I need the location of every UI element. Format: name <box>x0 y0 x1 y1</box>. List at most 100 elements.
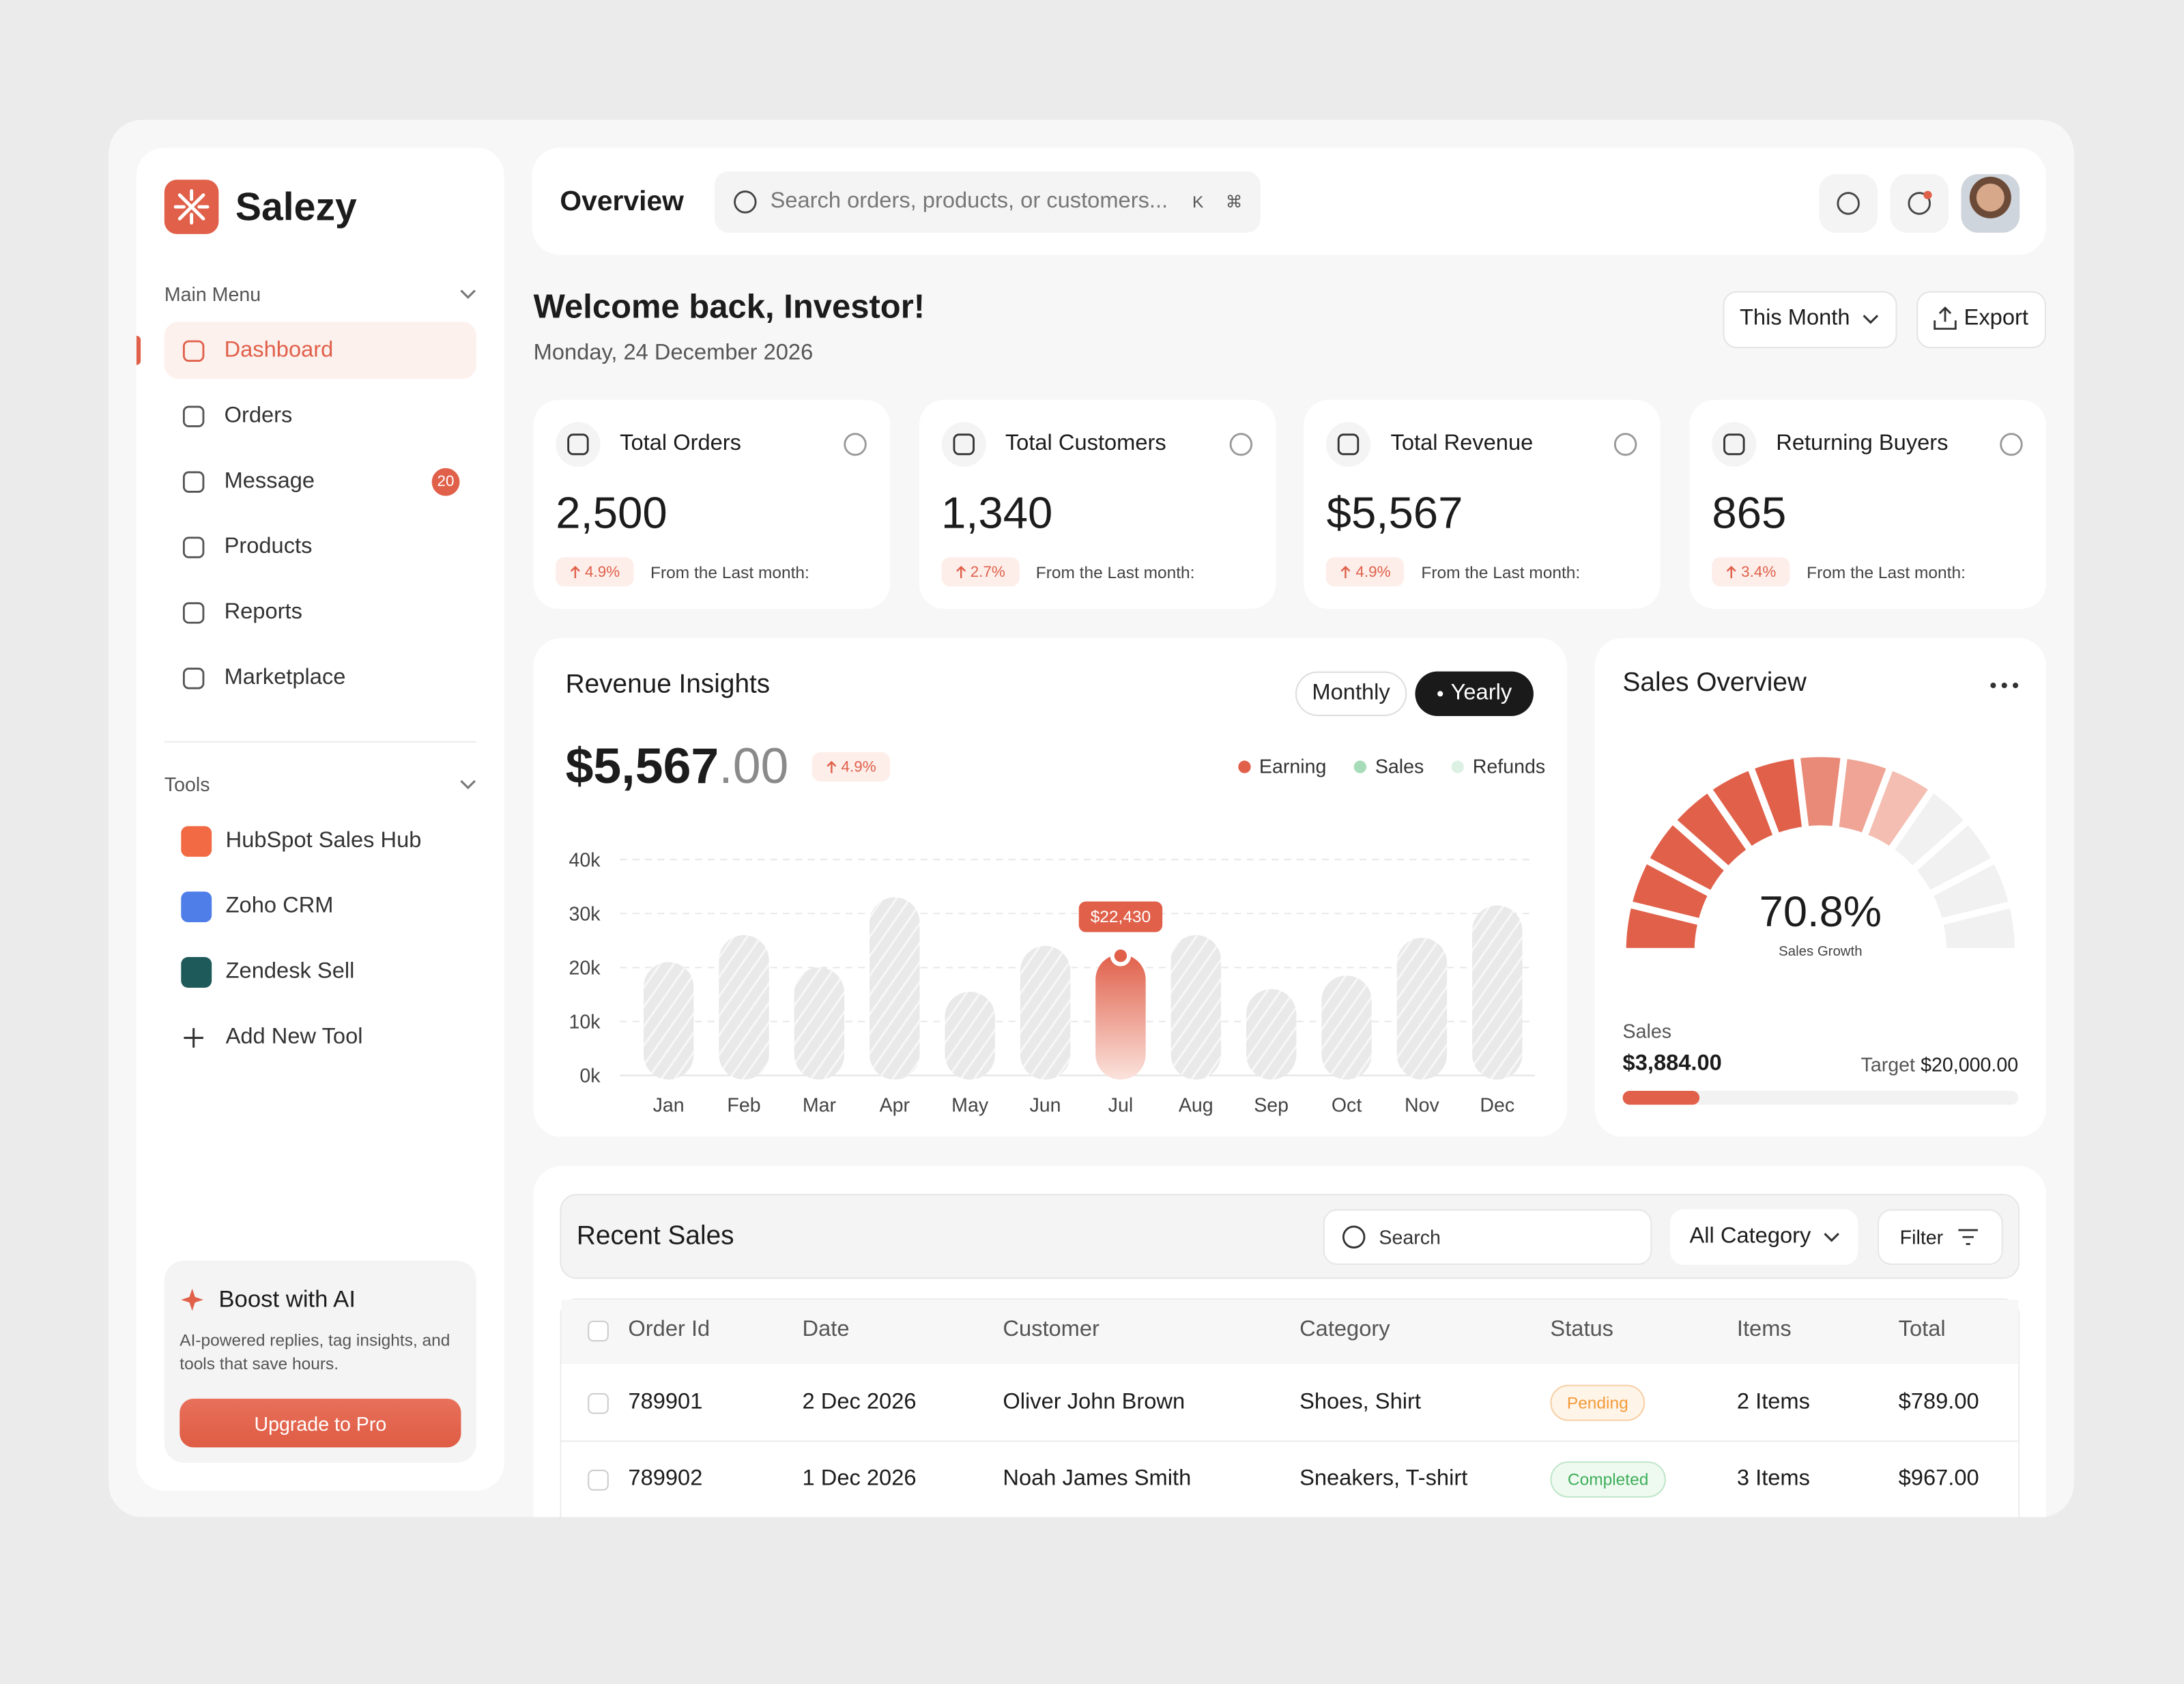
menu-item[interactable]: Message <box>224 470 315 494</box>
target-value: $20,000.00 <box>1921 1053 2019 1075</box>
search-icon-shape <box>734 190 757 214</box>
stat-label: Total Orders <box>620 432 742 457</box>
bell-icon-shape <box>1908 192 1931 215</box>
x-tick-label: Dec <box>1480 1095 1514 1117</box>
up-arrow <box>1726 565 1736 577</box>
gauge-track-segment <box>1936 900 2022 955</box>
info-icon <box>2000 433 2023 456</box>
menu-icon <box>182 602 205 624</box>
menu-icon <box>182 405 205 427</box>
search-placeholder: Search orders, products, or customers... <box>770 190 1168 214</box>
stat-label: Total Revenue <box>1390 432 1534 457</box>
chevron-shape <box>460 780 476 790</box>
y-tick-label: 30k <box>569 903 601 925</box>
stat-value: 2,500 <box>556 487 667 538</box>
stat-note: From the Last month: <box>1035 562 1195 582</box>
bar <box>794 967 845 1080</box>
stat-icon-bg <box>1326 422 1371 467</box>
table-search[interactable] <box>1323 1209 1652 1266</box>
revenue-chart: 0k 10k 20k 30k 40k Jan Feb Mar Apr May Jun Jul $22,4… <box>569 849 1535 1117</box>
stat-value: 1,340 <box>940 487 1053 538</box>
tool-icon <box>181 826 212 857</box>
arrow-shape <box>1341 565 1351 577</box>
avatar[interactable] <box>1961 174 2020 233</box>
tool-item[interactable]: Zoho CRM <box>225 895 334 919</box>
menu-item[interactable]: Products <box>224 535 313 560</box>
legend-dot <box>1452 760 1465 773</box>
change-pill: 3.4% <box>1712 557 1790 587</box>
toggle-button[interactable]: Monthly <box>1295 671 1407 716</box>
export-icon <box>1934 306 1957 330</box>
progress-track <box>1622 1090 2019 1105</box>
chevron-shape <box>460 289 476 299</box>
table-cell: Sneakers, T-shirt <box>1299 1467 1468 1492</box>
stat-label: Returning Buyers <box>1776 432 1949 457</box>
info-icon <box>844 433 867 456</box>
logo-mark <box>173 189 210 225</box>
tool-item[interactable]: HubSpot Sales Hub <box>225 829 422 853</box>
info-icon <box>1614 433 1638 456</box>
tool-icon <box>181 891 212 923</box>
toggle-label: Yearly <box>1450 681 1512 705</box>
chevron-shape <box>1863 315 1879 324</box>
column-header: Order Id <box>628 1318 710 1343</box>
stat-icon <box>1723 433 1745 455</box>
checkbox[interactable] <box>588 1320 609 1342</box>
button-label: Upgrade to Pro <box>254 1412 387 1435</box>
panel-bottom-mask <box>109 1517 2074 1684</box>
chevron <box>1824 1233 1839 1242</box>
welcome-title: Welcome back, Investor! <box>533 287 925 326</box>
stat-icon-bg <box>1712 422 1757 467</box>
menu-item[interactable]: Marketplace <box>224 666 346 691</box>
stat-icon-shape <box>952 433 975 455</box>
table-cell: 3 Items <box>1736 1467 1810 1492</box>
menu-item[interactable]: Orders <box>224 404 293 429</box>
table-cell: $967.00 <box>1898 1467 1979 1492</box>
checkbox[interactable] <box>588 1393 609 1414</box>
table-cell: Oliver John Brown <box>1003 1390 1186 1415</box>
menu-item[interactable]: Reports <box>224 601 302 625</box>
info-icon-shape <box>1614 433 1638 456</box>
stat-icon <box>567 433 589 455</box>
toggle-button[interactable]: Yearly <box>1415 671 1534 716</box>
table-cell: 789901 <box>628 1390 703 1415</box>
upgrade-button[interactable]: Upgrade to Pro <box>179 1398 461 1448</box>
notification-button[interactable] <box>1890 174 1949 233</box>
checkbox[interactable] <box>588 1470 609 1491</box>
filter-shape <box>1958 1229 1978 1245</box>
table-cell: $789.00 <box>1898 1390 1979 1415</box>
stat-icon-shape <box>567 433 589 455</box>
promo-title: Boost with AI <box>218 1285 356 1313</box>
stat-icon <box>1338 433 1360 455</box>
stat-label: Total Customers <box>1005 432 1166 457</box>
column-header: Customer <box>1003 1318 1100 1343</box>
menu-icon-shape <box>182 405 205 427</box>
card-title: Sales Overview <box>1622 668 1807 698</box>
column-header: Category <box>1299 1318 1390 1343</box>
search-icon-shape <box>1342 1225 1366 1248</box>
menu-item[interactable]: Dashboard <box>224 339 334 363</box>
filter-button[interactable] <box>1878 1209 2003 1266</box>
up-arrow <box>956 565 966 577</box>
bar <box>1321 975 1372 1080</box>
legend-label: Sales <box>1375 754 1424 777</box>
y-tick-label: 0k <box>579 1066 601 1087</box>
highlight-dot <box>1110 945 1132 967</box>
card-title: Recent Sales <box>576 1221 734 1251</box>
revenue-cents: .00 <box>719 737 789 795</box>
help-button[interactable] <box>1819 174 1878 233</box>
change-pill: 4.9% <box>556 557 634 587</box>
change-pill: 2.7% <box>940 557 1020 587</box>
export-button[interactable] <box>1916 291 2046 349</box>
bar <box>1020 945 1071 1080</box>
search-box[interactable] <box>714 171 1261 233</box>
table-cell: Shoes, Shirt <box>1299 1390 1421 1415</box>
legend-label: Refunds <box>1472 754 1546 777</box>
table-cell: Noah James Smith <box>1003 1467 1192 1492</box>
badge: 20 <box>431 468 460 496</box>
tool-item[interactable]: Zendesk Sell <box>225 960 355 984</box>
column-header: Total <box>1898 1318 1946 1343</box>
shortcut-key: ⌘ <box>1225 192 1243 212</box>
tool-item[interactable]: Add New Tool <box>225 1025 363 1050</box>
stat-note: From the Last month: <box>1421 562 1581 582</box>
